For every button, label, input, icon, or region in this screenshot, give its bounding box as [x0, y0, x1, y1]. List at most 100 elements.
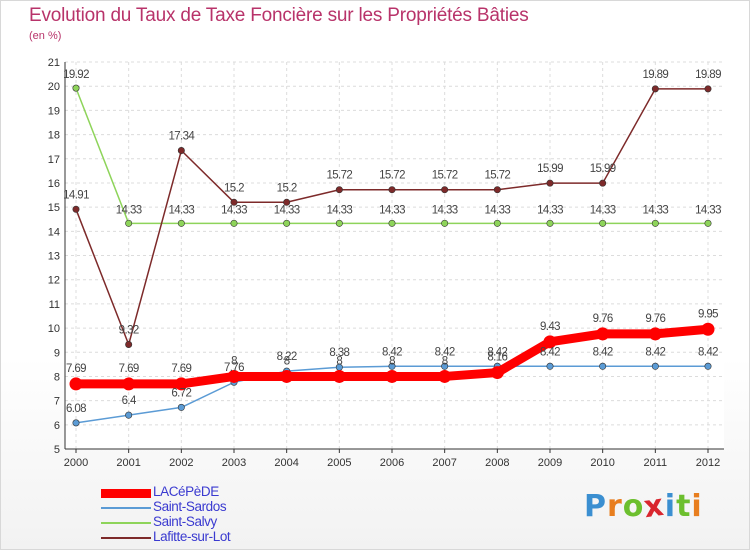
data-point — [388, 219, 396, 227]
legend-swatch — [101, 522, 151, 524]
logo-letter: i — [664, 489, 677, 524]
data-point — [72, 419, 80, 427]
data-point — [546, 362, 554, 370]
data-label: 7.69 — [171, 363, 191, 375]
data-label: 7.76 — [224, 362, 244, 374]
legend-swatch — [101, 488, 151, 498]
legend-item: Saint-Salvy — [101, 514, 361, 530]
data-point — [704, 219, 712, 227]
data-point — [227, 369, 241, 383]
legend-swatch — [101, 507, 151, 509]
data-label: 14.33 — [379, 204, 405, 216]
y-tick-label: 15 — [48, 202, 60, 214]
data-point — [599, 179, 607, 187]
y-tick-label: 5 — [54, 444, 60, 456]
data-point — [701, 322, 715, 336]
data-label: 8.16 — [487, 352, 507, 364]
data-label: 15.72 — [432, 170, 458, 182]
data-label: 14.33 — [590, 204, 616, 216]
data-point — [651, 219, 659, 227]
data-label: 9.43 — [540, 321, 560, 333]
data-label: 8.42 — [593, 346, 613, 358]
logo-letter: i — [691, 489, 703, 524]
x-tick-label: 2002 — [169, 457, 193, 469]
x-tick-label: 2012 — [696, 457, 720, 469]
data-point — [441, 186, 449, 194]
data-point — [72, 84, 80, 92]
data-point — [704, 85, 712, 93]
data-point — [174, 377, 188, 391]
data-point — [332, 369, 346, 383]
logo-letter: t — [676, 489, 692, 524]
proxiti-logo: Proxiti — [584, 487, 703, 526]
y-tick-label: 9 — [54, 347, 60, 359]
data-label: 14.33 — [116, 204, 142, 216]
data-label: 6.72 — [171, 387, 191, 399]
data-point — [385, 369, 399, 383]
data-label: 7.69 — [119, 363, 139, 375]
legend-item: Lafitte-sur-Lot — [101, 529, 361, 545]
x-tick-label: 2010 — [590, 457, 614, 469]
data-label: 15.72 — [379, 170, 405, 182]
data-label: 14.33 — [274, 204, 300, 216]
x-tick-label: 2009 — [538, 457, 562, 469]
y-tick-label: 17 — [48, 154, 60, 166]
x-tick-label: 2005 — [327, 457, 351, 469]
data-label: 8 — [231, 355, 237, 367]
legend-label: Lafitte-sur-Lot — [153, 529, 231, 544]
data-point — [596, 327, 610, 341]
x-tick-label: 2008 — [485, 457, 509, 469]
data-label: 8.42 — [487, 346, 507, 358]
data-point — [438, 369, 452, 383]
data-point — [72, 205, 80, 213]
data-point — [648, 327, 662, 341]
legend-label: Saint-Salvy — [153, 514, 217, 529]
data-point — [651, 85, 659, 93]
data-point — [177, 403, 185, 411]
data-point — [704, 362, 712, 370]
data-point — [546, 179, 554, 187]
x-tick-label: 2004 — [274, 457, 298, 469]
data-point — [599, 362, 607, 370]
legend-item: LACéPèDE — [101, 484, 361, 500]
data-label: 8.42 — [435, 346, 455, 358]
y-tick-label: 16 — [48, 178, 60, 190]
data-point — [280, 369, 294, 383]
data-label: 8.42 — [698, 346, 718, 358]
data-point — [335, 186, 343, 194]
y-tick-label: 18 — [48, 130, 60, 142]
logo-letter: x — [642, 487, 668, 526]
data-label: 15.99 — [590, 163, 616, 175]
y-tick-label: 21 — [48, 57, 60, 69]
data-point — [283, 219, 291, 227]
data-point — [177, 219, 185, 227]
data-point — [441, 362, 449, 370]
data-point — [388, 186, 396, 194]
data-label: 14.33 — [432, 204, 458, 216]
data-label: 8 — [442, 355, 448, 367]
chart-subtitle: (en %) — [29, 30, 62, 42]
data-point — [283, 198, 291, 206]
data-label: 14.33 — [695, 204, 721, 216]
data-label: 15.72 — [326, 170, 352, 182]
data-point — [230, 198, 238, 206]
data-label: 14.33 — [537, 204, 563, 216]
data-label: 19.92 — [63, 69, 89, 81]
legend-label: Saint-Sardos — [153, 499, 227, 514]
data-point — [651, 362, 659, 370]
data-label: 8 — [389, 355, 395, 367]
data-point — [125, 219, 133, 227]
data-label: 14.33 — [221, 204, 247, 216]
data-point — [335, 219, 343, 227]
data-point — [230, 219, 238, 227]
x-tick-label: 2003 — [222, 457, 246, 469]
x-tick-label: 2006 — [380, 457, 404, 469]
data-point — [543, 335, 557, 349]
x-tick-label: 2007 — [432, 457, 456, 469]
logo-letter: r — [607, 489, 623, 524]
data-point — [388, 362, 396, 370]
data-point — [177, 147, 185, 155]
data-label: 19.89 — [642, 69, 668, 81]
y-tick-label: 8 — [54, 371, 60, 383]
